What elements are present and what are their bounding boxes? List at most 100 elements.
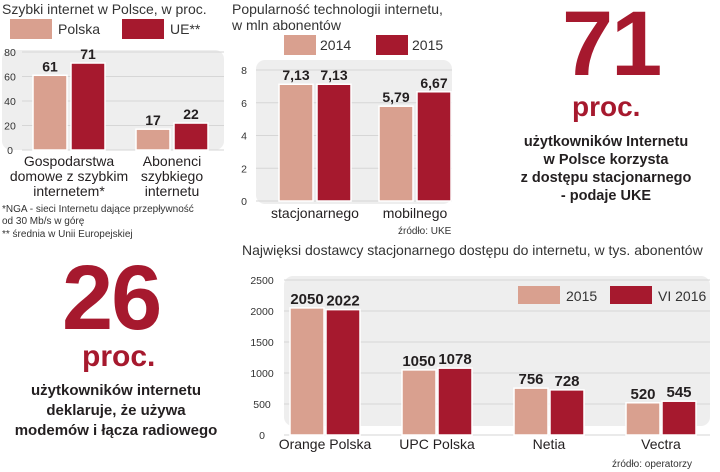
chart3-category-label: Vectra [641,436,681,452]
stat-left-line2: deklaruje, że używa [46,402,186,419]
chart2-legend-label-2014: 2014 [320,37,352,53]
chart2-ytick-label: 8 [241,65,247,77]
chart2-ytick-label: 2 [241,163,247,175]
chart2-bar [316,83,352,202]
chart1-note-ue: ** średnia w Unii Europejskiej [2,229,133,240]
chart1-legend-swatch-polska [10,19,52,39]
chart2-category-label: mobilnego [383,205,448,221]
chart2-ytick-label: 6 [241,98,247,110]
chart3-ytick-label: 1000 [250,368,274,380]
chart1-category-label: domowe z szybkim [10,168,128,184]
chart3-ytick-label: 500 [253,399,271,411]
chart1-note-line1: *NGA - sieci Internetu dające przepływno… [2,204,194,215]
chart1-ytick-label: 80 [4,47,16,59]
chart2-legend-label-2015: 2015 [412,37,444,53]
stat-right-line1: użytkowników Internetu [523,134,689,150]
chart1-category-label: Gospodarstwa [24,153,114,169]
stat-right-description: użytkowników Internetu w Polsce korzysta… [500,133,712,205]
chart3-category-label: Netia [533,436,566,452]
chart1-ytick-label: 40 [4,96,16,108]
chart2-bar [278,83,314,202]
chart3-legend-label-2015: 2015 [566,288,597,304]
chart2-plot: 0 2 4 6 8 7,13 7,13 stacjonarnego 5,79 6,67 mobiln… [241,60,452,221]
chart3-source: źródło: operatorzy [612,459,693,470]
chart2-legend-swatch-2015 [376,35,408,55]
stat-left-description: użytkowników internetu deklaruje, że uży… [0,381,232,441]
chart1-title: Szybki internet w Polsce, w proc. [2,1,207,17]
chart3-bar [549,389,585,436]
chart2-ytick-label: 0 [241,196,247,208]
chart1-bar [70,62,106,151]
stat-right-line3: z dostępu stacjonarnego [520,170,692,186]
chart1-category-label: Abonenci [143,153,201,169]
chart2-bar [378,105,414,202]
chart3-bar [401,369,437,436]
chart3-data-label: 756 [518,371,543,388]
chart2-source: źródło: UKE [398,226,452,237]
stat-right-line4: - podaje UKE [560,188,652,204]
chart3-category-label: UPC Polska [399,436,475,452]
chart2-data-label: 7,13 [320,67,347,83]
chart2-data-label: 5,79 [382,89,409,105]
chart1-bar [32,74,68,151]
chart3-data-label: 520 [630,386,655,403]
stat-left-line3: modemów i łącza radiowego [14,422,218,439]
chart3-data-label: 2022 [326,293,359,310]
chart3-legend-swatch-2015 [518,286,560,304]
stat-right-unit: proc. [572,91,641,122]
chart1-legend-label-polska: Polska [58,21,101,37]
chart3-ytick-label: 0 [259,430,265,442]
chart1-legend-swatch-ue [122,19,164,39]
chart1-data-label: 17 [145,112,161,128]
chart3-data-label: 545 [666,384,691,401]
stat-left-number: 26 [62,247,162,349]
chart1-category-label: szybkiego [141,168,203,184]
chart2-ytick-label: 4 [241,131,247,143]
stat-left-unit: proc. [82,340,156,373]
chart1-ytick-label: 20 [4,121,16,133]
chart3-data-label: 1078 [438,351,471,368]
chart3-data-label: 728 [554,373,579,390]
chart1-bar [173,122,209,151]
chart3-ytick-label: 2000 [250,306,274,318]
chart3-ytick-label: 2500 [250,275,274,287]
chart1-data-label: 61 [42,58,58,74]
chart3-title: Najwięksi dostawcy stacjonarnego dostępu… [242,242,703,258]
chart3-legend-swatch-vi2016 [610,286,652,304]
chart2-data-label: 7,13 [282,67,309,83]
stat-right-line2: w Polsce korzysta [543,152,669,168]
chart3-bar [625,402,661,436]
chart3-data-label: 1050 [402,353,435,370]
chart1-note-line2: od 30 Mb/s w górę [2,216,85,227]
chart2-title-line1: Popularność technologii internetu, [232,1,443,17]
chart1-note-nga: *NGA - sieci Internetu dające przepływno… [2,204,194,228]
chart3-bar [513,387,549,436]
chart2-data-label: 6,67 [420,75,447,91]
chart3-ytick-label: 1500 [250,337,274,349]
chart1-category-label: internetu [145,183,199,199]
chart3-data-label: 2050 [290,291,323,308]
chart3-bar [325,308,361,436]
chart1-ytick-label: 0 [7,145,13,157]
chart1-ytick-label: 60 [4,72,16,84]
chart2-title: Popularność technologii internetu, w mln… [232,1,443,33]
chart3-bar [661,400,697,436]
stat-left-line1: użytkowników internetu [30,382,201,399]
chart1-category-label: internetem* [33,183,105,199]
chart1-data-label: 71 [80,46,96,62]
chart3-legend-label-vi2016: VI 2016 [658,288,706,304]
chart1-legend-label-ue: UE** [170,21,201,37]
chart3-bar [437,367,473,436]
chart3-panel [284,276,710,426]
chart3-bar [289,307,325,436]
chart3-category-label: Orange Polska [279,436,372,452]
chart1-data-label: 22 [183,106,199,122]
chart2-category-label: stacjonarnego [271,205,359,221]
chart3-plot: 0 500 1000 1500 2000 2500 2050 2022 Orange Polsk… [250,275,710,452]
stat-right-number: 71 [562,0,662,95]
chart2-legend-swatch-2014 [284,35,316,55]
chart2-bar [416,91,452,202]
chart1-bar [135,128,171,151]
chart2-title-line2: w mln abonentów [232,17,341,33]
